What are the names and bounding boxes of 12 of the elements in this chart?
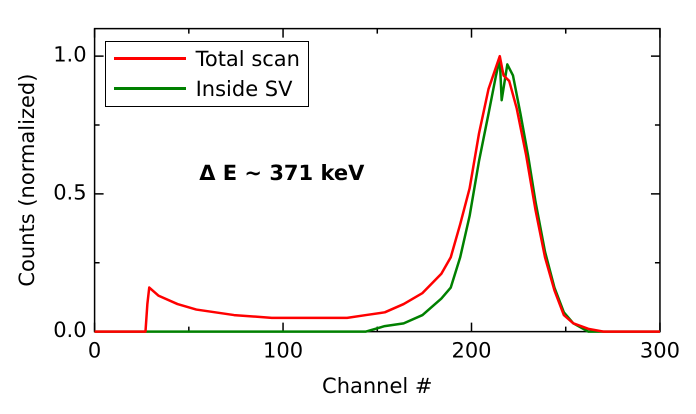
y-tick-label: 1.0 (53, 42, 87, 67)
x-axis-title: Channel # (322, 374, 433, 398)
y-axis-title: Counts (normalized) (15, 74, 40, 287)
x-tick-label: 0 (88, 338, 102, 363)
legend-label: Total scan (196, 46, 300, 73)
legend-label: Inside SV (196, 76, 292, 103)
x-tick-label: 200 (451, 338, 492, 363)
annotation: Δ E ~ 371 keV (199, 161, 366, 186)
x-tick-label: 300 (640, 338, 680, 363)
x-tick-label: 100 (263, 338, 304, 363)
y-tick-label: 0.0 (53, 318, 87, 342)
y-tick-label: 0.5 (53, 180, 87, 204)
